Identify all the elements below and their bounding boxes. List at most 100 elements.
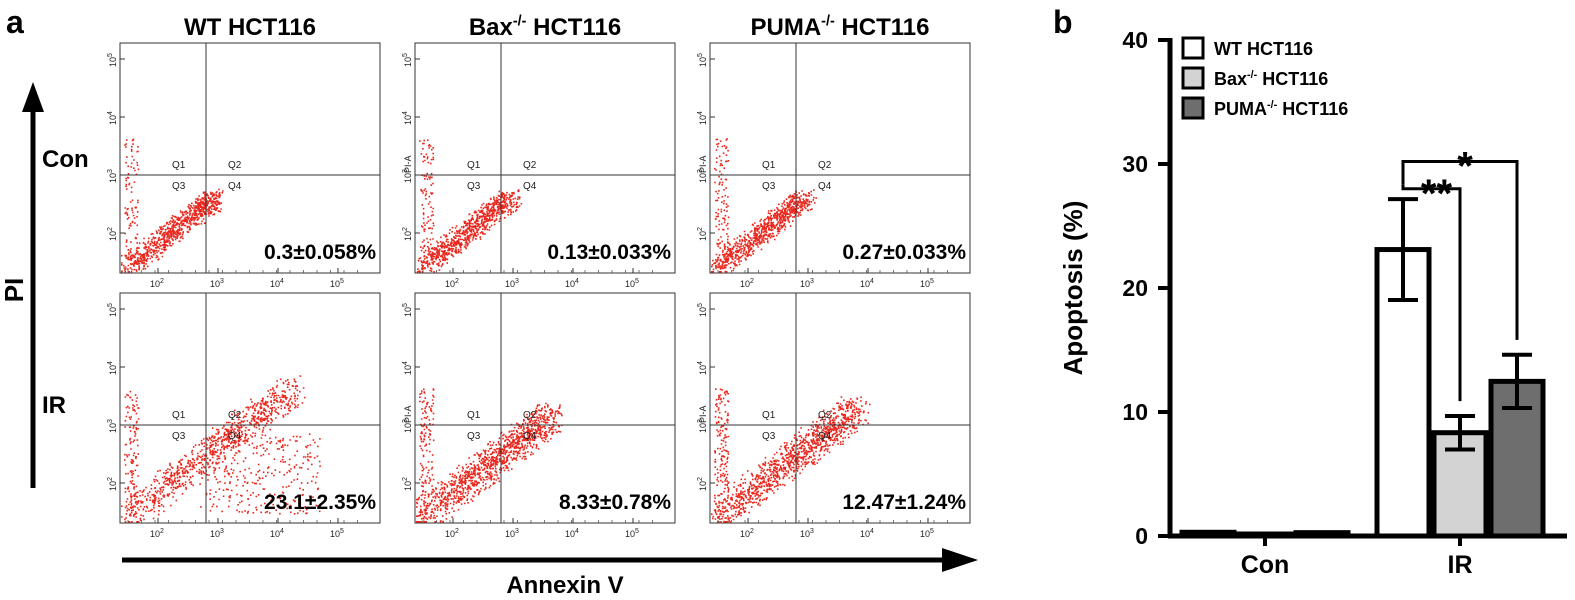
quadrant-label: Q3 <box>762 431 776 442</box>
y-tick-label: 105 <box>107 303 118 317</box>
quadrant-label: Q2 <box>228 410 242 421</box>
annexin-axis-arrowhead <box>942 548 978 572</box>
x-tick-label: 104 <box>860 278 874 289</box>
apoptosis-percentage: 12.47±1.24% <box>842 491 966 514</box>
bar <box>1179 529 1237 539</box>
y-tick-label: 103 <box>107 419 118 433</box>
x-tick-label: 102 <box>445 528 459 539</box>
y-tick-label: 102 <box>402 227 413 241</box>
pi-a-axis-tag: PI-A <box>698 405 708 423</box>
pi-axis-arrowhead <box>22 82 44 112</box>
row-label: IR <box>42 392 66 419</box>
quadrant-label: Q2 <box>523 410 537 421</box>
x-tick-label: 102 <box>740 278 754 289</box>
quadrant-label: Q1 <box>467 410 481 421</box>
significance-marker: * <box>1457 145 1473 189</box>
significance-bracket <box>1401 160 1519 340</box>
significance-marker: ** <box>1421 172 1453 216</box>
pi-axis-label: PI <box>0 278 29 303</box>
quadrant-label: Q4 <box>228 431 242 442</box>
quadrant-label: Q4 <box>228 181 242 192</box>
y-tick-label: 102 <box>107 227 118 241</box>
y-tick-label: 30 <box>1122 151 1148 177</box>
y-tick-label: 103 <box>697 419 708 433</box>
y-tick-label: 105 <box>697 53 708 67</box>
x-tick-label: 105 <box>330 528 344 539</box>
y-tick-label: 104 <box>697 361 708 375</box>
bar <box>1293 530 1351 539</box>
scatter-dots <box>416 388 563 523</box>
column-header: PUMA-/- HCT116 <box>751 13 930 41</box>
legend-label: Bax-/- HCT116 <box>1214 69 1328 89</box>
row-label: Con <box>42 146 89 173</box>
x-tick-label: 103 <box>210 278 224 289</box>
dot-plot-frame <box>414 42 676 274</box>
quadrant-label: Q3 <box>467 181 481 192</box>
y-tick-label: 103 <box>402 169 413 183</box>
x-tick-label: 103 <box>505 278 519 289</box>
y-tick-label: 105 <box>697 303 708 317</box>
y-tick-label: 102 <box>402 477 413 491</box>
y-tick-label: 103 <box>402 419 413 433</box>
x-tick-label: 102 <box>150 528 164 539</box>
y-tick-label: 20 <box>1122 275 1148 301</box>
bar <box>1236 531 1294 539</box>
y-tick-label: 102 <box>107 477 118 491</box>
y-tick-label: 103 <box>697 169 708 183</box>
x-tick-label: 102 <box>740 528 754 539</box>
y-tick-label: 0 <box>1135 523 1148 549</box>
x-tick-label: 103 <box>210 528 224 539</box>
quadrant-label: Q3 <box>762 181 776 192</box>
dot-plot: Q1 Q2 Q3 Q4 102 103 104 105 102 103 104 105 0.3±0.05… <box>107 42 381 289</box>
dot-plot: Q1 Q2 Q3 Q4 102 103 104 105 102 103 104 105 PI-A 12.4… <box>697 292 971 539</box>
quadrant-label: Q1 <box>467 160 481 171</box>
quadrant-label: Q2 <box>228 160 242 171</box>
dot-plot: Q1 Q2 Q3 Q4 102 103 104 105 102 103 104 105 PI-A 0.13… <box>402 42 676 289</box>
y-tick-label: 104 <box>107 111 118 125</box>
panel-label-a: a <box>6 4 24 40</box>
quadrant-label: Q2 <box>523 160 537 171</box>
y-tick-label: 103 <box>107 169 118 183</box>
legend-swatch <box>1181 66 1205 90</box>
x-tick-label: 102 <box>445 278 459 289</box>
pi-a-axis-tag: PI-A <box>403 155 413 173</box>
apoptosis-percentage: 0.27±0.033% <box>842 241 966 264</box>
y-axis-label: Apoptosis (%) <box>1058 201 1088 376</box>
column-header: Bax-/- HCT116 <box>469 13 621 41</box>
quadrant-label: Q3 <box>467 431 481 442</box>
y-tick-label: 40 <box>1122 27 1148 53</box>
apoptosis-percentage: 0.3±0.058% <box>264 241 376 264</box>
quadrant-label: Q3 <box>172 181 186 192</box>
annexin-axis-label: Annexin V <box>506 572 623 599</box>
x-tick-label: 105 <box>920 278 934 289</box>
panel-a-flow-cytometry: a WT HCT116 Bax-/- HCT116 PUMA-/- HCT116 Con… <box>0 4 978 599</box>
quadrant-label: Q4 <box>523 431 537 442</box>
quadrant-label: Q1 <box>172 160 186 171</box>
legend-label: WT HCT116 <box>1214 39 1313 59</box>
x-tick-label: 102 <box>150 278 164 289</box>
quadrant-label: Q4 <box>523 181 537 192</box>
y-tick-label: 104 <box>402 111 413 125</box>
pi-a-axis-tag: PI-A <box>403 405 413 423</box>
panel-label-b: b <box>1053 4 1073 40</box>
x-tick-label: 104 <box>270 278 284 289</box>
y-tick-label: 104 <box>402 361 413 375</box>
quadrant-label: Q3 <box>172 431 186 442</box>
quadrant-label: Q2 <box>818 160 832 171</box>
x-tick-label: Con <box>1241 551 1290 579</box>
quadrant-label: Q1 <box>762 160 776 171</box>
dot-plot: Q1 Q2 Q3 Q4 102 103 104 105 102 103 104 105 23.1±2.3… <box>107 292 381 539</box>
y-tick-label: 105 <box>107 53 118 67</box>
dot-plot-frame <box>119 292 381 524</box>
significance-bracket <box>1401 184 1462 402</box>
x-tick-label: 103 <box>505 528 519 539</box>
scatter-dots <box>121 138 224 273</box>
dot-plot-frame <box>119 42 381 274</box>
dot-plot: Q1 Q2 Q3 Q4 102 103 104 105 102 103 104 105 PI-A 0.27… <box>697 42 971 289</box>
quadrant-label: Q1 <box>172 410 186 421</box>
y-tick-label: 104 <box>697 111 708 125</box>
quadrant-label: Q4 <box>818 181 832 192</box>
y-tick-label: 102 <box>697 227 708 241</box>
y-tick-label: 105 <box>402 303 413 317</box>
